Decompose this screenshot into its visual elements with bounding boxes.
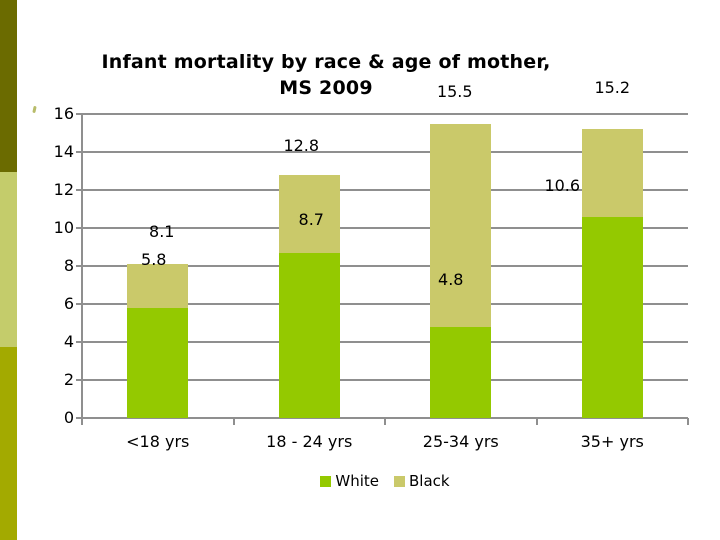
x-axis-tick [81, 418, 83, 425]
x-category-label: 18 - 24 yrs [266, 432, 353, 451]
data-label-black: 12.8 [283, 135, 320, 155]
data-label-white: 8.7 [298, 209, 324, 229]
gridline [76, 379, 688, 381]
y-tick-label: 0 [63, 408, 74, 427]
left-stripe-middle [0, 172, 17, 347]
data-label-white: 5.8 [141, 249, 167, 269]
data-label-black: 15.5 [436, 81, 473, 101]
bar-white [430, 326, 492, 418]
gridline [76, 113, 688, 115]
legend-swatch-icon [320, 475, 332, 487]
plot-area: 0 2 4 6 8 10 12 14 16 5.8 8.7 4.8 10.6 8.1 12.8 15.5 15.… [54, 79, 689, 451]
legend-label: Black [409, 472, 450, 490]
legend-label: White [335, 472, 380, 490]
legend-item-black: Black [394, 472, 450, 490]
x-category-label: <18 yrs [126, 432, 190, 451]
chart-title: Infant mortality by race & age of mother… [20, 49, 632, 101]
chart-title-line2: MS 2009 [279, 77, 373, 99]
bar-white [127, 307, 189, 418]
left-stripe-bottom [0, 347, 17, 540]
gridline [76, 341, 688, 343]
gridline [76, 227, 688, 229]
left-stripe-top [0, 0, 17, 172]
data-label-black: 8.1 [149, 222, 175, 242]
y-tick-label: 8 [63, 256, 74, 275]
legend-item-white: White [320, 472, 379, 490]
y-tick-label: 14 [53, 142, 74, 161]
bar-white [581, 216, 643, 418]
legend: White Black [82, 472, 688, 490]
gridline [76, 151, 688, 153]
y-tick-label: 16 [53, 104, 74, 123]
y-tick-label: 2 [63, 370, 74, 389]
data-label-black: 15.2 [594, 78, 631, 98]
y-tick-label: 10 [53, 218, 74, 237]
data-label-white: 4.8 [438, 269, 464, 289]
y-tick-label: 4 [63, 332, 74, 351]
gridline [76, 265, 688, 267]
data-label-white: 10.6 [544, 175, 581, 195]
bar-white [278, 252, 340, 418]
x-category-label: 25-34 yrs [422, 432, 499, 451]
gridline [76, 303, 688, 305]
legend-swatch-icon [394, 475, 406, 487]
x-axis-tick [384, 418, 386, 425]
y-tick-label: 6 [63, 294, 74, 313]
chart-title-line1: Infant mortality by race & age of mother… [101, 51, 551, 73]
y-axis-line [81, 113, 83, 419]
gridline [76, 417, 688, 419]
x-axis-tick [232, 418, 235, 425]
x-category-label: 35+ yrs [580, 432, 644, 451]
x-axis-tick [535, 418, 538, 425]
gridline [76, 189, 688, 191]
x-axis-tick [687, 418, 689, 425]
y-tick-label: 12 [53, 180, 74, 199]
